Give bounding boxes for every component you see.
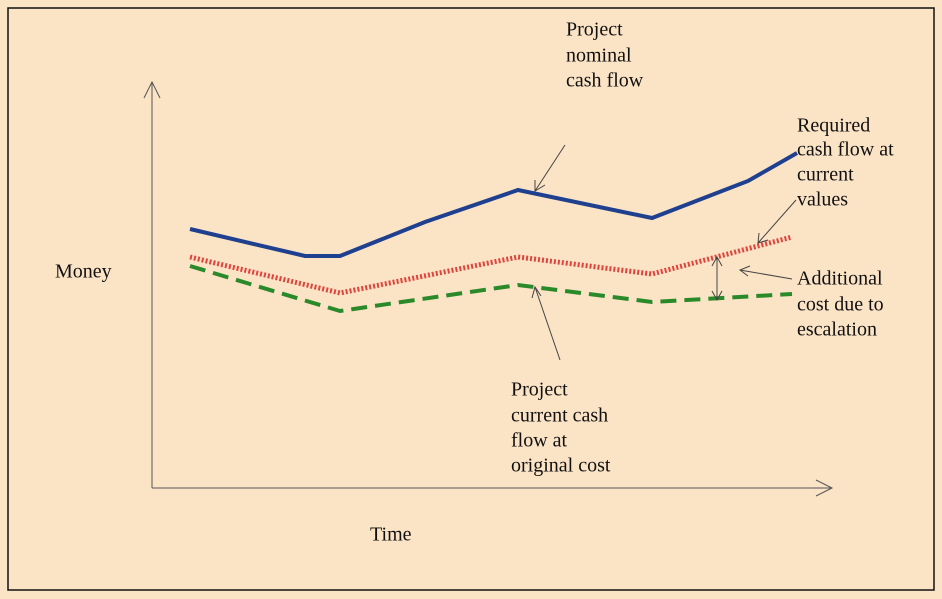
annotation-line: cost due to bbox=[797, 294, 884, 316]
pointer bbox=[534, 144, 566, 192]
gap-arrow-head bbox=[711, 290, 723, 302]
annotation-line: current cash bbox=[511, 405, 608, 427]
pointer-head bbox=[534, 180, 546, 192]
pointer bbox=[739, 269, 793, 280]
annotation-line: current bbox=[797, 164, 854, 186]
x-axis-arrow bbox=[815, 479, 834, 497]
y-axis-label: Money bbox=[55, 261, 112, 283]
y-axis-arrow bbox=[143, 80, 161, 99]
pointer bbox=[757, 199, 797, 244]
pointer-head bbox=[531, 285, 542, 299]
pointer-head bbox=[738, 265, 751, 277]
annotation-line: Additional bbox=[797, 268, 883, 290]
gap-arrow-head bbox=[711, 255, 723, 267]
annotation-line: Required bbox=[797, 115, 870, 137]
annotation-line: values bbox=[797, 189, 848, 211]
frame bbox=[7, 7, 935, 591]
current-line bbox=[189, 264, 793, 314]
x-axis-label: Time bbox=[370, 524, 412, 546]
annotation-line: escalation bbox=[797, 319, 877, 341]
nominal-line bbox=[189, 151, 798, 258]
annotation-line: flow at bbox=[511, 430, 568, 452]
pointer bbox=[534, 286, 561, 361]
annotation-line: Project bbox=[566, 19, 623, 41]
annotation-line: cash flow at bbox=[797, 139, 894, 161]
pointer-head bbox=[757, 232, 769, 244]
annotation-line: Project bbox=[511, 379, 568, 401]
annotation-line: nominal bbox=[566, 45, 632, 67]
annotation-line: original cost bbox=[511, 455, 611, 477]
annotation-line: cash flow bbox=[566, 70, 644, 92]
